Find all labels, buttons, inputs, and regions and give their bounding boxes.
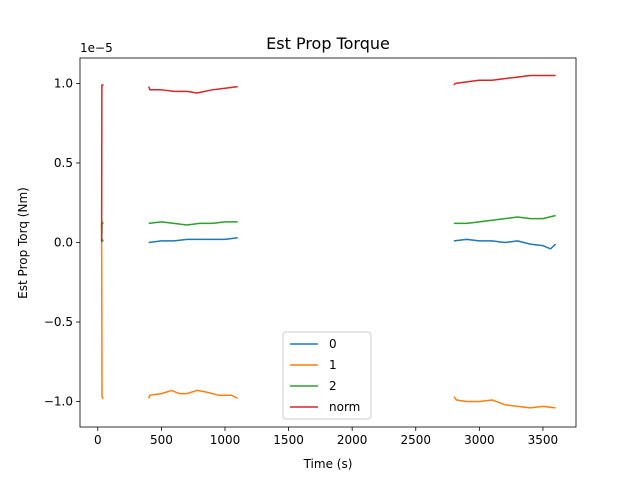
y-axis-label: Est Prop Torq (Nm)	[16, 187, 30, 299]
legend: 0 1 2 norm	[282, 331, 372, 420]
x-axis-label: Time (s)	[303, 457, 353, 471]
series-line-0-segment-1	[148, 236, 238, 244]
series-line-0-segment-2	[453, 238, 557, 250]
series-line-norm-segment-2	[453, 74, 556, 86]
y-tick-label: 0.5	[54, 156, 73, 170]
y-tick-label: 0.0	[54, 236, 73, 250]
legend-label-2: 2	[329, 379, 337, 393]
x-tick-label: 2000	[337, 433, 368, 447]
legend-label-1: 1	[329, 358, 337, 372]
series-line-1-segment-0	[100, 223, 104, 400]
y-tick-label: 1.0	[54, 76, 73, 90]
series-line-1-segment-2	[453, 396, 556, 409]
series-line-2-segment-2	[453, 214, 556, 225]
x-tick-label: 1000	[210, 433, 241, 447]
series-line-norm-segment-0	[100, 84, 104, 241]
y-offset-text: 1e−5	[80, 41, 113, 55]
y-tick-label: −1.0	[44, 395, 73, 409]
series-layer	[100, 74, 557, 409]
chart-title: Est Prop Torque	[266, 34, 390, 53]
x-tick-label: 1500	[273, 433, 304, 447]
legend-label-norm: norm	[329, 400, 360, 414]
series-line-norm-segment-1	[147, 85, 238, 94]
x-tick-label: 3000	[464, 433, 495, 447]
series-line-2-segment-1	[148, 221, 238, 226]
series-line-1-segment-1	[147, 389, 239, 400]
legend-label-0: 0	[329, 337, 337, 351]
x-tick-label: 3500	[528, 433, 559, 447]
plot-area-frame	[79, 57, 577, 428]
x-tick-label: 2500	[400, 433, 431, 447]
tick-layer: 0 500 1000 1500 2000 2500 3000 3500 −1.0 −0.5 0.0 0…	[44, 76, 558, 447]
x-tick-label: 500	[150, 433, 173, 447]
x-tick-label: 0	[94, 433, 102, 447]
legend-box	[282, 331, 372, 420]
y-tick-label: −0.5	[44, 315, 73, 329]
